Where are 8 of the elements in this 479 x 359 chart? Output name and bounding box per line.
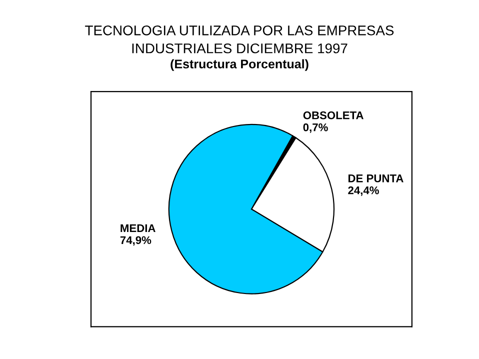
chart-subtitle: (Estructura Porcentual) [170, 59, 308, 71]
data-label: 74,9% [120, 236, 152, 246]
chart-title: TECNOLOGIA UTILIZADA POR LAS EMPRESAS INDUSTRIALES DICIEMBRE 1997 [85, 25, 394, 54]
slice-label: OBSOLETA [303, 111, 364, 120]
data-label: 24,4% [348, 186, 379, 196]
data-label: 0,7% [303, 123, 328, 133]
slice-label: MEDIA [120, 224, 156, 232]
slice-label: DE PUNTA [348, 174, 404, 182]
